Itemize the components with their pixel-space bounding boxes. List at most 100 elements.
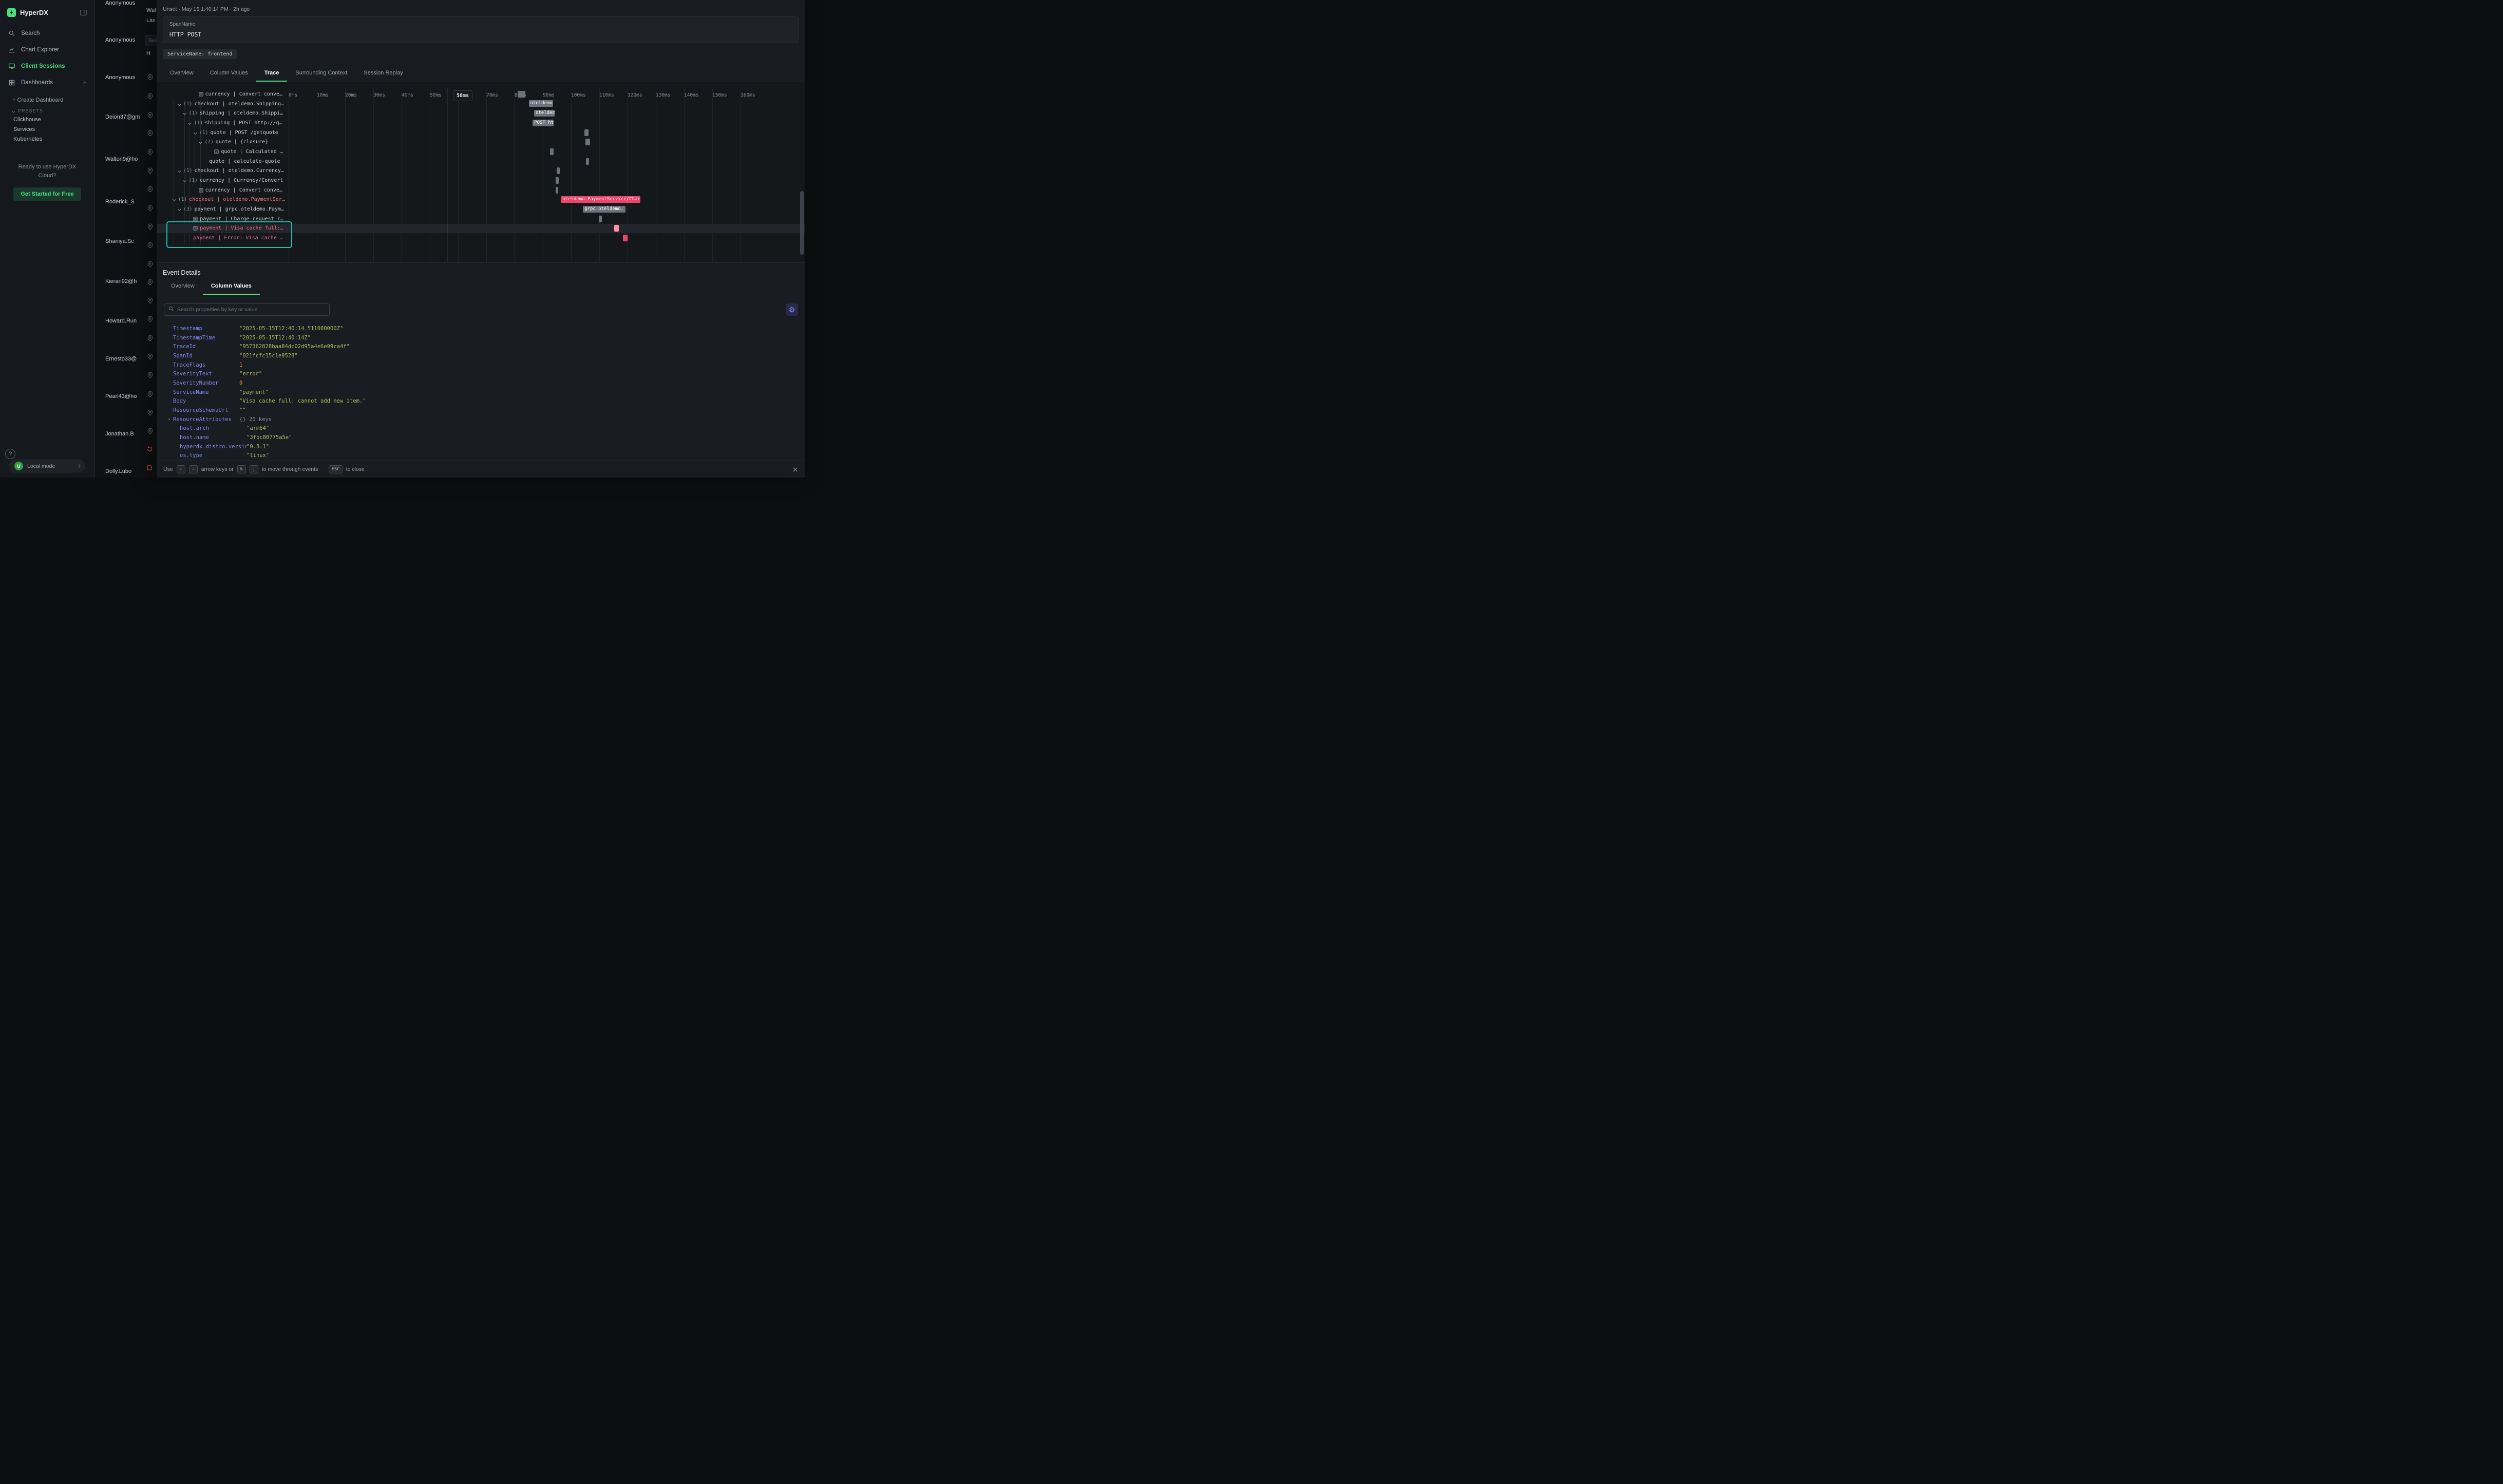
trace-row[interactable]: (1) shipping | POST http://quo… POST ht xyxy=(157,118,805,128)
property-row[interactable]: ▾ os.type "linux" xyxy=(173,451,799,461)
session-list-item[interactable]: Shaniya.Sc xyxy=(105,238,134,244)
preset-item[interactable]: Clickhouse xyxy=(0,115,94,125)
trace-row[interactable]: payment | Charge request rec… xyxy=(157,214,805,224)
span-duration-bar[interactable] xyxy=(555,177,559,184)
span-duration-bar[interactable] xyxy=(555,186,558,194)
span-duration-bar[interactable] xyxy=(586,158,590,165)
span-duration-bar[interactable] xyxy=(623,235,628,242)
span-duration-bar[interactable] xyxy=(549,148,554,155)
session-list-item[interactable]: Walton9@ho xyxy=(105,156,138,162)
tab-trace[interactable]: Trace xyxy=(256,65,288,82)
expand-chevron-icon[interactable] xyxy=(177,102,181,106)
sidebar-item-dashboards[interactable]: Dashboards xyxy=(0,74,94,91)
span-duration-bar[interactable] xyxy=(585,139,590,146)
trace-row[interactable]: quote | Calculated q… xyxy=(157,147,805,157)
trace-row[interactable]: (1) quote | POST /getquote xyxy=(157,128,805,138)
property-row[interactable]: ▾ TraceId "957362828baa84dc02d95a4e6e99c… xyxy=(173,342,799,351)
sidebar-item-client-sessions[interactable]: Client Sessions xyxy=(0,58,94,74)
property-row[interactable]: ▾ ServiceName "payment" xyxy=(173,388,799,397)
trace-row[interactable]: currency | Convert convers… xyxy=(157,89,805,99)
expand-chevron-icon[interactable] xyxy=(183,111,187,116)
span-duration-bar[interactable] xyxy=(556,167,560,175)
tab-column-values[interactable]: Column Values xyxy=(202,278,260,295)
preset-item[interactable]: Kubernetes xyxy=(0,135,94,144)
property-row[interactable]: ▾ TraceFlags 1 xyxy=(173,360,799,370)
expand-chevron-icon[interactable] xyxy=(188,121,192,125)
tab-overview[interactable]: Overview xyxy=(171,283,195,289)
close-icon[interactable] xyxy=(792,466,799,473)
property-row[interactable]: ▾ SpanId "021fcfc15c1e9528" xyxy=(173,351,799,360)
span-duration-bar[interactable]: grpc.oteldemo. xyxy=(583,206,626,213)
expand-chevron-icon[interactable] xyxy=(177,207,181,212)
expand-chevron-icon[interactable] xyxy=(193,130,197,135)
expand-chevron-icon[interactable] xyxy=(198,140,203,144)
span-duration-bar[interactable] xyxy=(614,225,619,232)
span-duration-bar[interactable]: oteldemo.PaymentService/Char xyxy=(561,196,641,203)
property-row[interactable]: ▾ SeverityText "error" xyxy=(173,369,799,378)
gear-icon[interactable]: ⚙ xyxy=(786,303,798,316)
session-list-item[interactable]: Howard.Run xyxy=(105,318,137,324)
property-row[interactable]: ▾ SeverityNumber 0 xyxy=(173,378,799,388)
session-list-item[interactable]: Anonymous xyxy=(105,0,135,6)
property-row[interactable]: ▾ hyperdx.distro.version "0.8.1" xyxy=(173,442,799,451)
property-row[interactable]: ▾ host.arch "arm64" xyxy=(173,424,799,433)
trace-scrollbar[interactable] xyxy=(800,191,804,255)
expander-triangle-icon[interactable]: ▾ xyxy=(168,417,170,422)
trace-row[interactable]: payment | Error: Visa cache ful… xyxy=(157,233,805,243)
tab-session-replay[interactable]: Session Replay xyxy=(364,70,403,76)
trace-row[interactable]: quote | calculate-quote xyxy=(157,157,805,166)
session-list-item[interactable]: Roderick_S xyxy=(105,199,135,205)
session-list-item[interactable]: Dolly.Lubo xyxy=(105,468,131,474)
tab-column-values[interactable]: Column Values xyxy=(210,70,248,76)
span-duration-bar[interactable]: POST ht xyxy=(533,119,554,126)
trace-row[interactable]: (1) checkout | oteldemo.CurrencySe… xyxy=(157,166,805,176)
span-duration-bar[interactable]: oteldemo xyxy=(534,110,555,117)
trace-row[interactable]: (1) checkout | oteldemo.PaymentServi… ot… xyxy=(157,195,805,205)
session-list-item[interactable]: Jonathan.B xyxy=(105,431,134,437)
trace-row[interactable]: (1) currency | Currency/Convert xyxy=(157,176,805,185)
trace-tree-cell: (1) checkout | oteldemo.CurrencySe… xyxy=(157,168,285,174)
trace-row[interactable]: (1) shipping | oteldemo.Shipping… otelde… xyxy=(157,108,805,118)
property-row[interactable]: ▾ host.name "3fbc80775a5e" xyxy=(173,433,799,442)
property-search-input[interactable] xyxy=(177,307,325,313)
session-list-item[interactable]: Kieran92@h xyxy=(105,278,137,284)
presets-header[interactable]: PRESETS xyxy=(0,105,94,115)
preset-item[interactable]: Services xyxy=(0,125,94,135)
sidebar-collapse-icon[interactable] xyxy=(80,9,87,16)
tab-overview[interactable]: Overview xyxy=(170,70,194,76)
sidebar-item-search[interactable]: Search xyxy=(0,25,94,42)
trace-row[interactable]: (1) checkout | oteldemo.ShippingSe… otel… xyxy=(157,99,805,109)
span-duration-bar[interactable]: oteldemo.S xyxy=(528,100,554,107)
span-duration-bar[interactable] xyxy=(598,215,602,222)
dashboards-sub-block: + Create Dashboard PRESETS Clickhouse Ser… xyxy=(0,95,94,144)
session-list-item[interactable]: Deion37@gm xyxy=(105,114,140,120)
property-row[interactable]: ▾ Body "Visa cache full: cannot add new … xyxy=(173,397,799,406)
session-list-item[interactable]: Ernesto33@ xyxy=(105,356,137,362)
trace-row[interactable]: payment | Visa cache full: c… xyxy=(157,223,805,234)
property-row[interactable]: ▾ Timestamp "2025-05-15T12:40:14.5110000… xyxy=(173,324,799,333)
property-search[interactable] xyxy=(164,303,330,316)
strip-search-input[interactable]: Sea xyxy=(145,35,157,46)
get-started-button[interactable]: Get Started for Free xyxy=(13,187,81,201)
expand-chevron-icon[interactable] xyxy=(177,169,181,173)
local-mode-toggle[interactable]: U Local mode xyxy=(9,459,85,473)
help-button[interactable]: ? xyxy=(5,449,15,459)
trace-row[interactable]: (3) payment | grpc.oteldemo.Paymen… grpc… xyxy=(157,204,805,214)
property-row[interactable]: ▾ ResourceAttributes {} 20 keys xyxy=(168,415,799,424)
span-duration-bar[interactable] xyxy=(584,129,589,136)
session-list-item[interactable]: Anonymous xyxy=(105,37,135,43)
trace-row[interactable]: currency | Convert convers… xyxy=(157,185,805,195)
property-row[interactable]: ▾ TimestampTime "2025-05-15T12:40:14Z" xyxy=(173,333,799,343)
trace-row[interactable]: (2) quote | {closure} xyxy=(157,137,805,147)
tab-surrounding-context[interactable]: Surrounding Context xyxy=(295,70,348,76)
session-list-item[interactable]: Anonymous xyxy=(105,74,135,81)
service-name-tag[interactable]: ServiceName: frontend xyxy=(163,49,237,59)
create-dashboard-button[interactable]: + Create Dashboard xyxy=(12,97,64,103)
expand-chevron-icon[interactable] xyxy=(172,198,176,202)
session-list-item[interactable]: Pearl43@ho xyxy=(105,393,137,399)
sidebar-item-chart-explorer[interactable]: Chart Explorer xyxy=(0,42,94,58)
gridline xyxy=(599,88,600,262)
span-duration-bar[interactable] xyxy=(517,90,526,98)
expand-chevron-icon[interactable] xyxy=(183,178,187,183)
property-row[interactable]: ▾ ResourceSchemaUrl "" xyxy=(173,406,799,415)
